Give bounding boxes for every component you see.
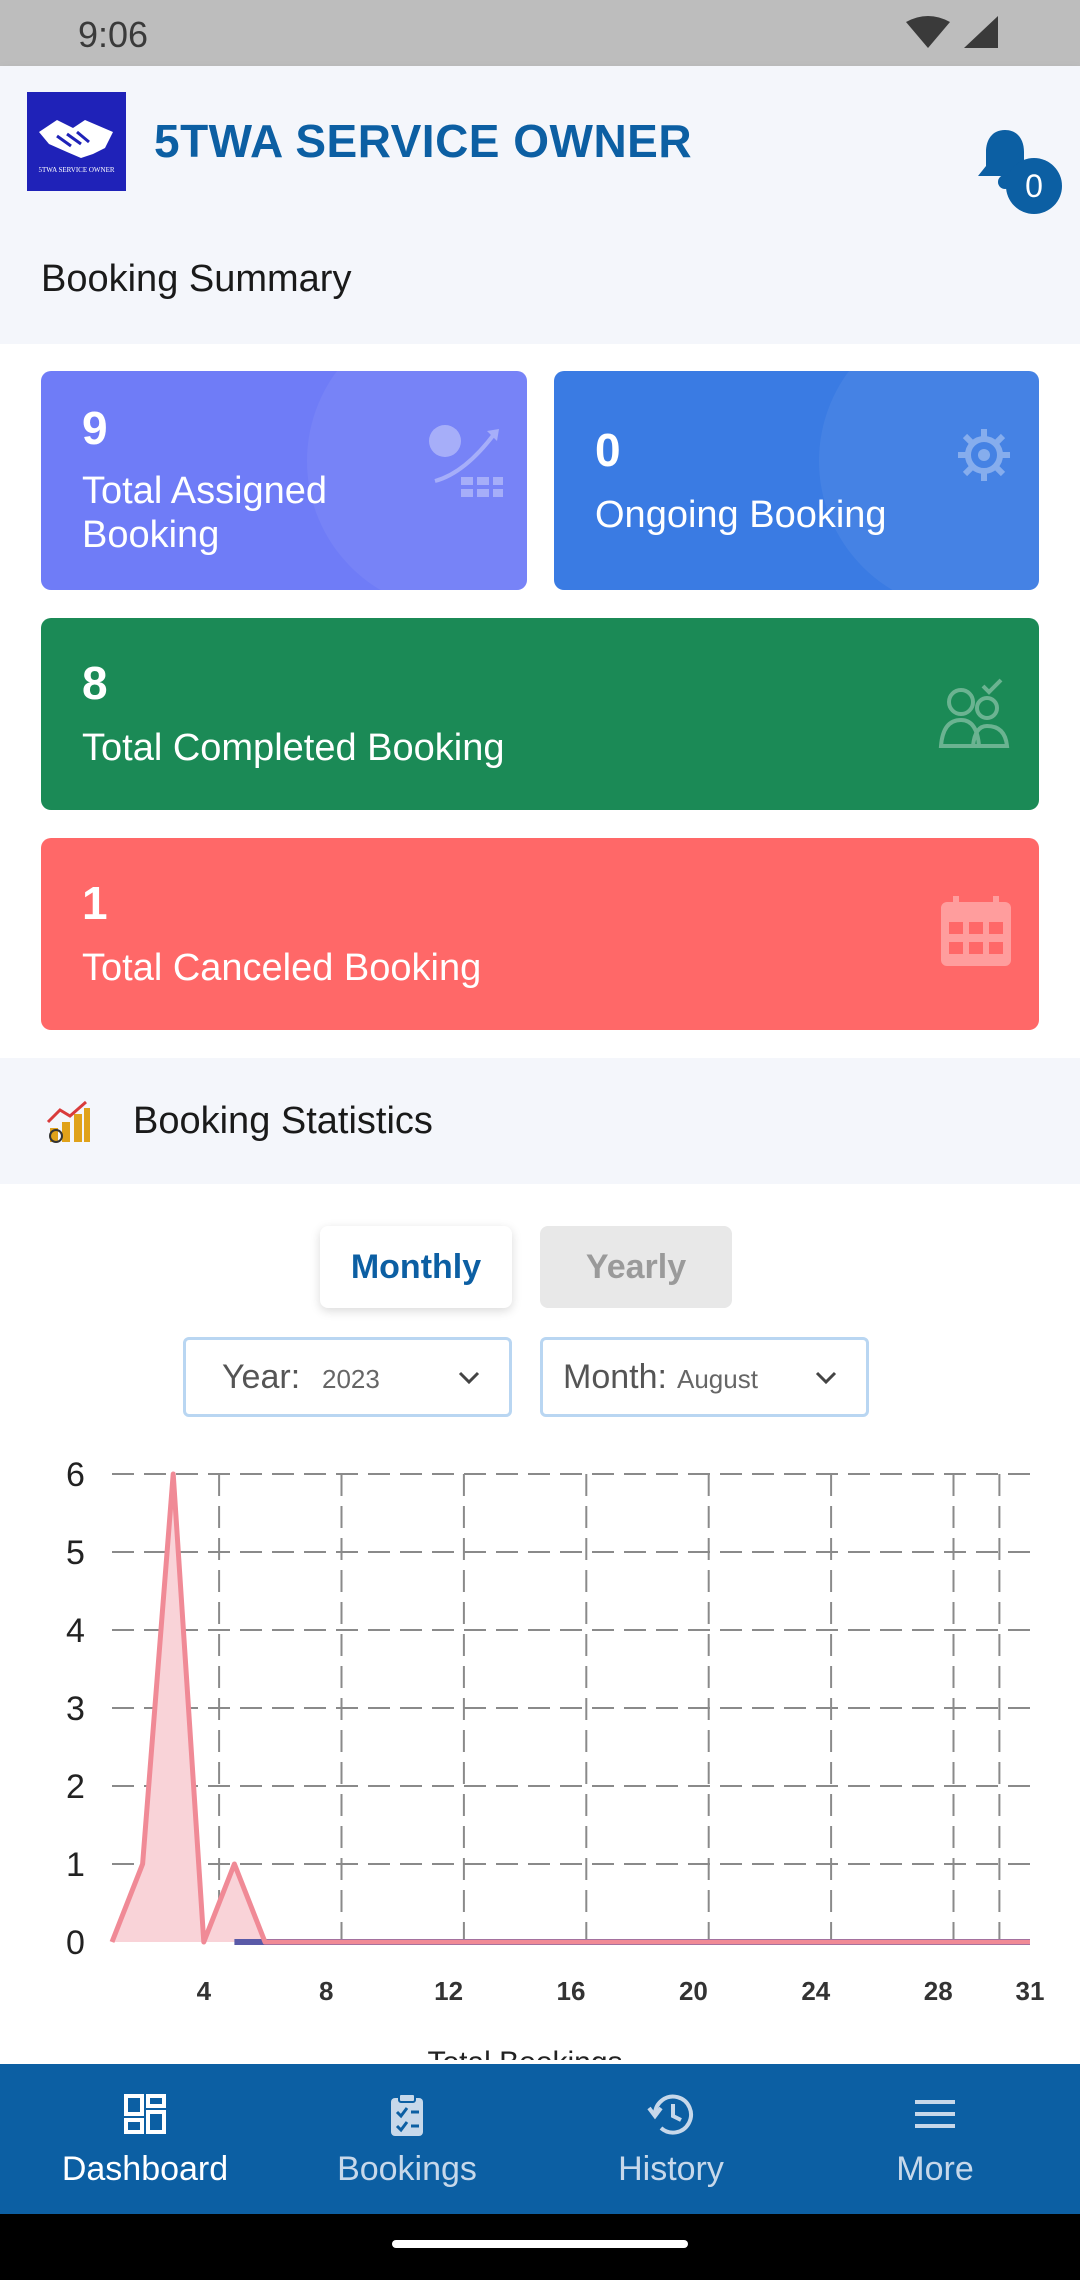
nav-bookings[interactable]: Bookings xyxy=(272,2064,542,2214)
y-tick-label: 4 xyxy=(66,1612,85,1650)
year-select[interactable]: Year: 2023 xyxy=(183,1337,512,1417)
wifi-icon xyxy=(906,16,950,48)
signal-icon xyxy=(964,16,998,48)
svg-text:5TWA SERVICE OWNER: 5TWA SERVICE OWNER xyxy=(38,166,114,174)
card-label: Total Canceled Booking xyxy=(82,947,482,989)
card-value: 0 xyxy=(595,424,621,476)
section-title: Booking Statistics xyxy=(133,1100,433,1142)
x-tick-label: 28 xyxy=(924,1976,953,2006)
total-completed-card[interactable]: 8 Total Completed Booking xyxy=(41,618,1039,810)
section-title: Booking Summary xyxy=(41,258,352,300)
series-line xyxy=(109,1471,1030,1945)
app-bar: 5TWA SERVICE OWNER 5TWA SERVICE OWNER 0 xyxy=(0,66,1080,218)
nav-label: History xyxy=(618,2150,724,2188)
statistics-chart-icon xyxy=(46,1100,90,1143)
x-tick-label: 24 xyxy=(801,1976,830,2006)
nav-more[interactable]: More xyxy=(800,2064,1070,2214)
x-tick-label: 4 xyxy=(197,1976,212,2006)
card-label: Total Completed Booking xyxy=(82,727,505,769)
booking-statistics-header: Booking Statistics xyxy=(0,1058,1080,1184)
status-time: 9:06 xyxy=(78,14,149,55)
app-logo: 5TWA SERVICE OWNER xyxy=(27,92,126,191)
year-label: Year: xyxy=(222,1358,301,1396)
dashboard-icon xyxy=(124,2094,166,2134)
system-icons xyxy=(902,16,1002,57)
card-value: 1 xyxy=(82,877,108,929)
finance-growth-icon xyxy=(429,425,503,497)
total-canceled-card[interactable]: 1 Total Canceled Booking xyxy=(41,838,1039,1030)
x-tick-label: 16 xyxy=(557,1976,586,2006)
x-tick-label: 20 xyxy=(679,1976,708,2006)
menu-icon xyxy=(915,2100,955,2128)
y-tick-label: 5 xyxy=(66,1534,85,1572)
total-assigned-card[interactable]: 9 Total Assigned Booking xyxy=(41,371,527,590)
status-bar: 9:06 xyxy=(0,0,1080,66)
chevron-down-icon xyxy=(458,1371,480,1385)
booking-summary-header: Booking Summary xyxy=(0,218,1080,344)
gear-icon xyxy=(958,429,1010,481)
card-value: 8 xyxy=(82,657,108,709)
y-tick-label: 2 xyxy=(66,1768,85,1806)
nav-label: Bookings xyxy=(337,2150,477,2188)
bottom-navigation: Dashboard Bookings History More xyxy=(0,2064,1080,2214)
y-tick-label: 1 xyxy=(66,1846,85,1884)
ongoing-booking-card[interactable]: 0 Ongoing Booking xyxy=(554,371,1039,590)
card-value: 9 xyxy=(82,402,108,454)
clipboard-icon xyxy=(391,2093,423,2136)
card-label: Booking xyxy=(82,514,220,556)
y-tick-label: 6 xyxy=(66,1456,85,1494)
month-select[interactable]: Month: August xyxy=(540,1337,869,1417)
nav-label: Dashboard xyxy=(61,2150,229,2188)
users-check-icon xyxy=(938,678,1010,748)
y-tick-label: 3 xyxy=(66,1690,85,1728)
month-value: August xyxy=(677,1364,758,1394)
card-label: Total Assigned xyxy=(82,470,328,512)
nav-history[interactable]: History xyxy=(536,2064,806,2214)
nav-dashboard[interactable]: Dashboard xyxy=(10,2064,280,2214)
year-value: 2023 xyxy=(322,1364,380,1394)
app-title: 5TWA SERVICE OWNER xyxy=(154,115,693,167)
chevron-down-icon xyxy=(815,1371,837,1385)
x-tick-label: 12 xyxy=(434,1976,463,2006)
system-navigation-bar xyxy=(0,2214,1080,2280)
x-tick-label: 8 xyxy=(319,1976,333,2006)
card-label: Ongoing Booking xyxy=(595,494,887,536)
nav-label: More xyxy=(896,2150,974,2188)
x-tick-label: 31 xyxy=(1016,1976,1045,2006)
bookings-chart: 012345648121620242831Total Bookings xyxy=(66,1456,1045,2060)
history-icon xyxy=(647,2094,693,2135)
chart-footer-label: Total Bookings xyxy=(427,2046,622,2060)
notification-badge: 0 xyxy=(1006,158,1062,214)
calendar-icon xyxy=(941,896,1011,966)
y-tick-label: 0 xyxy=(66,1924,85,1962)
month-label: Month: xyxy=(563,1358,667,1396)
home-indicator[interactable] xyxy=(392,2240,688,2248)
yearly-tab[interactable]: Yearly xyxy=(540,1226,732,1308)
monthly-tab[interactable]: Monthly xyxy=(320,1226,512,1308)
